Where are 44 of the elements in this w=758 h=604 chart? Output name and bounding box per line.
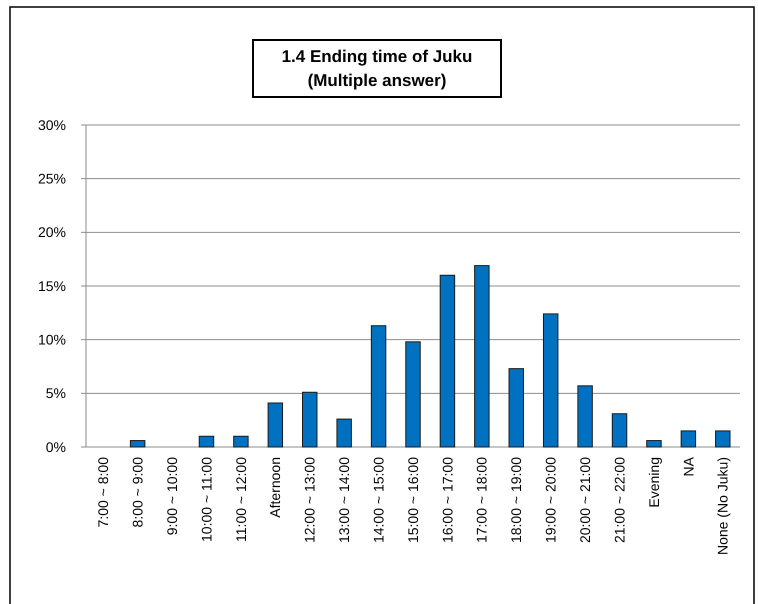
bar [233,436,249,448]
bar [130,440,146,448]
bar [336,418,352,448]
y-tick-label: 30% [38,116,66,133]
x-tick-label: 12:00 ~ 13:00 [302,456,318,544]
bar [612,413,628,448]
bar [577,385,593,448]
y-tick-label: 0% [46,438,66,455]
x-tick-label: 16:00 ~ 17:00 [439,456,456,544]
bar [198,436,214,448]
y-tick-label: 20% [38,224,66,240]
x-tick-label: 14:00 ~ 15:00 [370,456,386,544]
x-tick-label: 15:00 ~ 16:00 [404,456,421,544]
x-tick-label: 7:00 ~ 8:00 [95,456,112,528]
x-tick-label: 10:00 ~ 11:00 [198,456,214,542]
chart-title: 1.4 Ending time of Juku (Multiple answer) [282,47,472,90]
x-tick-label: 11:00 ~ 12:00 [232,456,249,542]
y-tick-label: 10% [38,332,66,348]
x-tick-label: Evening [646,457,662,508]
bar [508,368,524,448]
bar [542,313,558,448]
bar [370,325,386,448]
x-tick-label: 13:00 ~ 14:00 [336,456,352,544]
x-tick-label: NA [680,456,696,476]
x-tick-label: Afternoon [267,457,284,518]
x-tick-label: 8:00 ~ 9:00 [130,456,146,528]
y-tick-label: 5% [46,385,66,402]
bar [646,440,662,448]
bar [405,341,421,448]
bar [440,274,456,448]
x-tick-label: 9:00 ~ 10:00 [164,456,180,536]
x-tick-label: 20:00 ~ 21:00 [577,456,594,544]
y-tick-label: 15% [38,278,66,294]
x-tick-label: 21:00 ~ 22:00 [611,456,628,544]
y-tick-label: 25% [38,170,66,187]
x-tick-label: 17:00 ~ 18:00 [474,456,490,544]
bar [474,265,490,448]
bar [715,430,731,448]
x-tick-label: 19:00 ~ 20:00 [542,456,559,544]
x-tick-label: 18:00 ~ 19:00 [508,456,524,544]
bar [268,402,284,448]
bar [680,430,696,448]
bar [302,392,318,448]
x-tick-label: None (No Juku) [714,457,731,556]
